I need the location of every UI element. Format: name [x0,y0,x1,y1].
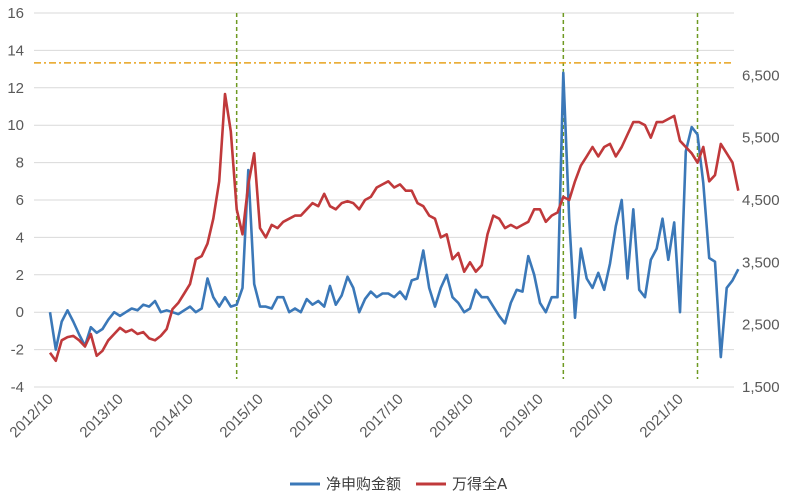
left-axis-ticks: -4 -2 0 2 4 6 8 10 12 14 16 [7,5,24,396]
left-tick-label: 8 [16,155,24,172]
left-tick-label: 12 [7,80,24,97]
vertical-markers [235,13,699,379]
left-tick-label: 10 [7,117,24,134]
left-tick-label: -2 [11,342,24,359]
x-tick-label: 2019/10 [496,391,546,441]
left-tick-label: 6 [16,192,24,209]
left-tick-label: -4 [11,379,24,396]
right-tick-label: 4,500 [742,192,780,209]
x-axis-ticks: 2012/10 2013/10 2014/10 2015/10 2016/10 2017/… [6,391,686,441]
x-tick-label: 2015/10 [216,391,266,441]
legend-label-0: 净申购金额 [326,475,401,493]
left-tick-label: 4 [16,229,24,246]
legend: 净申购金额 万得全A [290,475,508,493]
x-tick-label: 2017/10 [356,391,406,441]
left-tick-label: 14 [7,42,24,59]
x-tick-label: 2020/10 [566,391,616,441]
grid-lines [34,12,734,388]
left-tick-label: 2 [16,267,24,284]
left-tick-label: 0 [16,304,24,321]
series-line-0 [48,71,740,359]
right-tick-label: 1,500 [742,379,780,396]
x-tick-label: 2016/10 [286,391,336,441]
legend-label-1: 万得全A [452,475,508,493]
series-line-1 [48,92,740,363]
x-tick-label: 2012/10 [6,391,56,441]
x-tick-label: 2021/10 [636,391,686,441]
series-layer [48,71,740,363]
right-tick-label: 6,500 [742,67,780,84]
right-tick-label: 5,500 [742,130,780,147]
x-tick-label: 2013/10 [76,391,126,441]
left-tick-label: 16 [7,5,24,22]
right-tick-label: 3,500 [742,254,780,271]
right-tick-label: 2,500 [742,317,780,334]
x-tick-label: 2018/10 [426,391,476,441]
right-axis-ticks: 1,500 2,500 3,500 4,500 5,500 6,500 [742,67,780,396]
x-tick-label: 2014/10 [146,391,196,441]
